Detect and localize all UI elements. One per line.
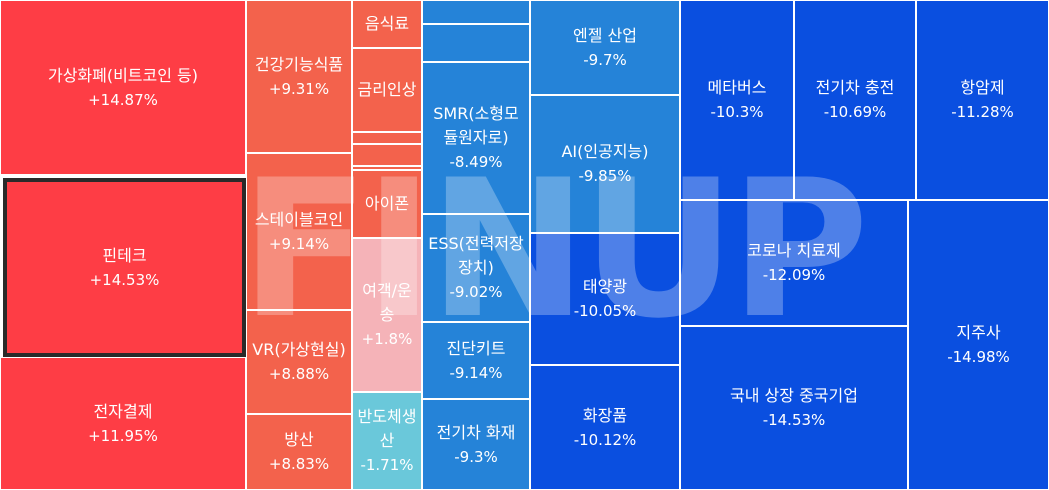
- cell-value: -11.28%: [951, 103, 1014, 121]
- cell-label: 화장품: [582, 405, 628, 425]
- treemap-cell-ai[interactable]: AI(인공지능) -9.85%: [530, 95, 680, 233]
- cell-label: SMR(소형모듈원자로): [433, 104, 519, 147]
- cell-value: +11.95%: [88, 426, 158, 445]
- treemap-cell-evfire[interactable]: 전기차 화재 -9.3%: [422, 399, 530, 490]
- cell-value: -10.12%: [573, 430, 637, 449]
- treemap-cell-fintech[interactable]: 핀테크 +14.53%: [3, 178, 246, 357]
- treemap-cell-ess[interactable]: ESS(전력저장장치) -9.02%: [422, 214, 530, 322]
- cell-value: -14.53%: [762, 411, 826, 429]
- treemap-cell-smr[interactable]: SMR(소형모듈원자로) -8.49%: [422, 62, 530, 214]
- cell-label: 엔젤 산업: [573, 25, 637, 45]
- cell-value: +1.8%: [361, 330, 413, 348]
- cell-value: -10.3%: [710, 103, 764, 121]
- cell-label: 반도체생산: [357, 407, 417, 450]
- cell-value: -9.85%: [578, 167, 632, 185]
- treemap-cell-blank1[interactable]: [422, 0, 530, 24]
- cell-value: +14.53%: [89, 270, 160, 289]
- treemap-cell-small1[interactable]: [352, 132, 422, 144]
- cell-label: 전자결제: [93, 401, 153, 421]
- treemap-cell-vr[interactable]: VR(가상현실) +8.88%: [246, 310, 352, 414]
- treemap-cell-small2[interactable]: [352, 144, 422, 166]
- cell-label: 아이폰: [364, 194, 410, 213]
- cell-label: 지주사: [956, 323, 1001, 342]
- cell-label: VR(가상현실): [252, 340, 346, 359]
- cell-value: -9.7%: [583, 50, 627, 69]
- cell-label: 건강기능식품: [254, 54, 344, 74]
- treemap-cell-iphone[interactable]: 아이폰: [352, 170, 422, 238]
- cell-value: -8.49%: [449, 153, 503, 171]
- cell-label: 방산: [284, 430, 314, 449]
- treemap-cell-beverage[interactable]: 음식료: [352, 0, 422, 48]
- cell-label: 음식료: [364, 14, 410, 33]
- treemap-cell-solar[interactable]: 태양광 -10.05%: [530, 233, 680, 365]
- treemap-cell-semiprod[interactable]: 반도체생산 -1.71%: [352, 392, 422, 490]
- cell-label: 메타버스: [707, 78, 767, 97]
- cell-label: 여객/운송: [362, 281, 412, 324]
- cell-value: -9.3%: [454, 447, 498, 466]
- treemap-cell-payment[interactable]: 전자결제 +11.95%: [0, 357, 246, 490]
- cell-value: -1.71%: [360, 456, 414, 474]
- treemap-cell-evcharge[interactable]: 전기차 충전 -10.69%: [794, 0, 916, 200]
- cell-value: +8.83%: [268, 455, 330, 473]
- cell-value: -9.02%: [449, 283, 503, 301]
- cell-value: +9.14%: [268, 234, 330, 253]
- cell-label: 핀테크: [102, 245, 147, 265]
- cell-value: +8.88%: [268, 365, 330, 383]
- cell-value: -10.05%: [573, 302, 637, 320]
- treemap-cell-corona[interactable]: 코로나 치료제 -12.09%: [680, 200, 908, 326]
- treemap-cell-defense[interactable]: 방산 +8.83%: [246, 414, 352, 490]
- treemap-cell-angel[interactable]: 엔젤 산업 -9.7%: [530, 0, 680, 95]
- treemap-cell-blank2[interactable]: [422, 24, 530, 62]
- cell-label: AI(인공지능): [561, 142, 649, 161]
- treemap-cell-metaverse[interactable]: 메타버스 -10.3%: [680, 0, 794, 200]
- cell-label: ESS(전력저장장치): [428, 234, 524, 277]
- cell-label: 금리인상: [357, 80, 417, 99]
- treemap-cell-anticancer[interactable]: 항암제 -11.28%: [916, 0, 1049, 200]
- treemap-cell-rateup[interactable]: 금리인상: [352, 48, 422, 132]
- cell-label: 국내 상장 중국기업: [730, 386, 858, 405]
- treemap-cell-crypto[interactable]: 가상화폐(비트코인 등) +14.87%: [0, 0, 246, 175]
- treemap-cell-stablecoin[interactable]: 스테이블코인 +9.14%: [246, 153, 352, 310]
- cell-label: 코로나 치료제: [747, 241, 841, 260]
- treemap-cell-small3[interactable]: [352, 166, 422, 170]
- treemap-cell-healthfood[interactable]: 건강기능식품 +9.31%: [246, 0, 352, 153]
- cell-label: 진단키트: [446, 338, 506, 358]
- cell-value: -10.69%: [823, 103, 887, 121]
- cell-label: 전기차 화재: [436, 422, 516, 442]
- cell-value: -9.14%: [449, 363, 503, 382]
- treemap-cell-travel[interactable]: 여객/운송 +1.8%: [352, 238, 422, 392]
- treemap-cell-cosmetics[interactable]: 화장품 -10.12%: [530, 365, 680, 490]
- cell-value: +9.31%: [268, 79, 330, 98]
- cell-value: -14.98%: [947, 348, 1010, 366]
- cell-label: 가상화폐(비트코인 등): [47, 65, 199, 85]
- cell-value: -12.09%: [762, 266, 826, 284]
- treemap-cell-holding[interactable]: 지주사 -14.98%: [908, 200, 1049, 490]
- cell-label: 태양광: [582, 277, 628, 296]
- treemap-cell-diagkit[interactable]: 진단키트 -9.14%: [422, 322, 530, 399]
- cell-value: +14.87%: [88, 90, 158, 109]
- cell-label: 항암제: [960, 78, 1005, 97]
- cell-label: 스테이블코인: [254, 209, 344, 229]
- treemap-cell-china[interactable]: 국내 상장 중국기업 -14.53%: [680, 326, 908, 490]
- cell-label: 전기차 충전: [815, 78, 895, 97]
